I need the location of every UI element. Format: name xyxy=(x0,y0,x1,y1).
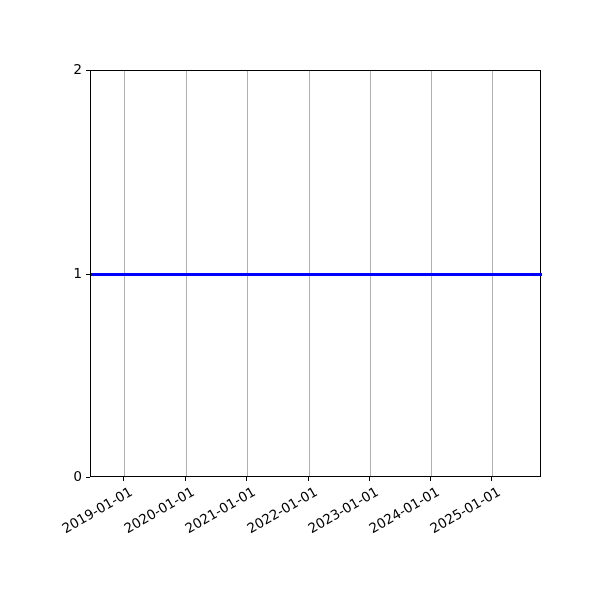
data-series-line xyxy=(91,273,542,276)
x-axis-tick-mark xyxy=(430,477,432,481)
x-axis-tick-mark xyxy=(308,477,310,481)
y-axis-tick-mark xyxy=(86,477,90,479)
x-axis-tick-mark xyxy=(185,477,187,481)
y-axis-tick-mark xyxy=(86,273,90,275)
y-axis-tick-label: 2 xyxy=(73,62,82,78)
x-axis-tick-label: 2019-01-01 xyxy=(59,484,135,538)
y-axis-tick-label: 0 xyxy=(73,469,82,485)
x-axis-tick-mark xyxy=(123,477,125,481)
x-axis-tick-mark xyxy=(491,477,493,481)
x-axis-tick-mark xyxy=(246,477,248,481)
y-axis-tick-label: 1 xyxy=(73,265,82,282)
y-axis-tick-mark xyxy=(86,70,90,72)
plot-area xyxy=(90,70,542,477)
x-axis-tick-mark xyxy=(369,477,371,481)
